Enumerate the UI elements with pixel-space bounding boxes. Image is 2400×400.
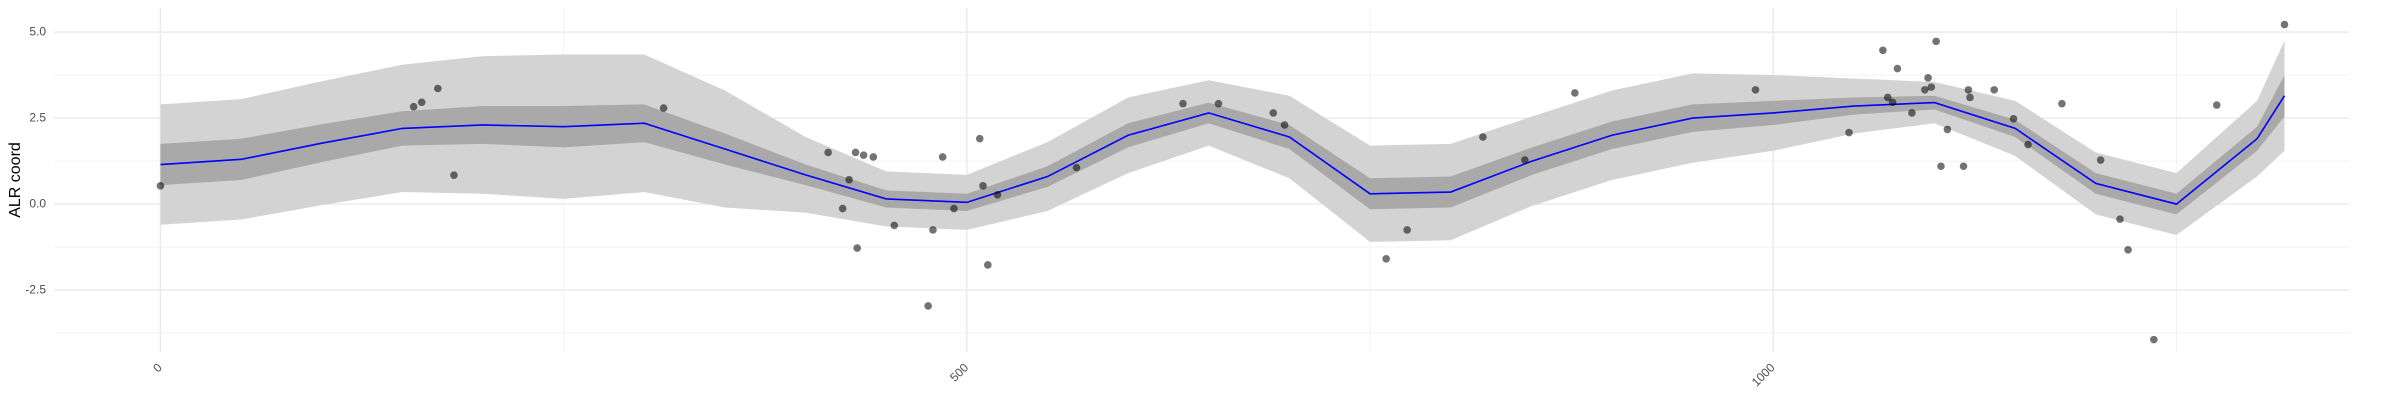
- data-point: [1214, 99, 1223, 108]
- data-point: [2280, 20, 2289, 29]
- y-tick-label: -2.5: [25, 282, 46, 296]
- data-point: [450, 171, 458, 179]
- data-point: [2096, 156, 2105, 164]
- data-point: [2058, 99, 2066, 108]
- data-point: [1072, 163, 1081, 172]
- data-point: [1927, 83, 1936, 91]
- x-tick-label: 500: [947, 360, 971, 384]
- data-point: [1382, 254, 1390, 263]
- x-tick-label: 0: [150, 360, 165, 375]
- data-point: [1921, 86, 1929, 94]
- data-point: [1888, 98, 1897, 107]
- data-point: [1845, 128, 1853, 137]
- data-point: [1879, 46, 1887, 55]
- data-point: [434, 84, 442, 93]
- data-point: [929, 226, 937, 234]
- data-point: [975, 134, 984, 143]
- data-point: [993, 190, 1002, 199]
- data-point: [1964, 86, 1973, 94]
- data-point: [1280, 121, 1289, 129]
- data-point: [2124, 246, 2132, 254]
- mean-line: [160, 95, 2286, 205]
- data-point: [950, 204, 958, 213]
- data-point: [1179, 99, 1187, 108]
- data-point: [824, 148, 832, 157]
- data-point: [938, 153, 947, 161]
- data-point: [1937, 162, 1945, 171]
- data-point: [859, 151, 868, 160]
- data-point: [1479, 133, 1487, 141]
- data-point: [1943, 125, 1952, 134]
- data-point: [1908, 109, 1916, 117]
- data-point: [1521, 156, 1529, 164]
- y-tick-label: 0.0: [29, 196, 46, 210]
- data-point: [984, 261, 992, 269]
- data-point: [2212, 101, 2221, 109]
- data-point: [1751, 86, 1760, 94]
- data-point: [979, 182, 987, 190]
- y-tick-label: 2.5: [29, 110, 46, 124]
- y-tick-label: 5.0: [29, 24, 46, 38]
- data-point: [924, 302, 932, 310]
- data-point: [851, 148, 860, 157]
- data-point: [1269, 109, 1278, 117]
- data-point: [2009, 114, 2018, 123]
- data-point: [890, 221, 899, 230]
- credible-band: [160, 75, 2285, 215]
- data-point: [1990, 86, 1998, 94]
- data-point: [1932, 37, 1940, 46]
- data-point: [1893, 64, 1902, 73]
- data-point: [845, 175, 853, 184]
- data-point: [1883, 93, 1892, 102]
- data-point: [659, 104, 668, 112]
- data-point: [417, 98, 426, 107]
- data-point: [409, 102, 418, 111]
- data-point: [1959, 162, 1968, 171]
- data-point: [869, 153, 878, 161]
- data-point: [2116, 215, 2124, 224]
- data-point: [838, 204, 847, 213]
- y-axis-label: ALR coord: [7, 142, 24, 218]
- data-point: [1966, 93, 1974, 102]
- data-point: [1571, 89, 1579, 97]
- data-point: [853, 244, 861, 252]
- x-tick-label: 1000: [1749, 360, 1778, 389]
- data-point: [2150, 335, 2158, 344]
- data-point: [1403, 226, 1411, 234]
- data-point: [156, 182, 165, 190]
- data-point: [2024, 140, 2032, 149]
- data-point: [1924, 74, 1932, 82]
